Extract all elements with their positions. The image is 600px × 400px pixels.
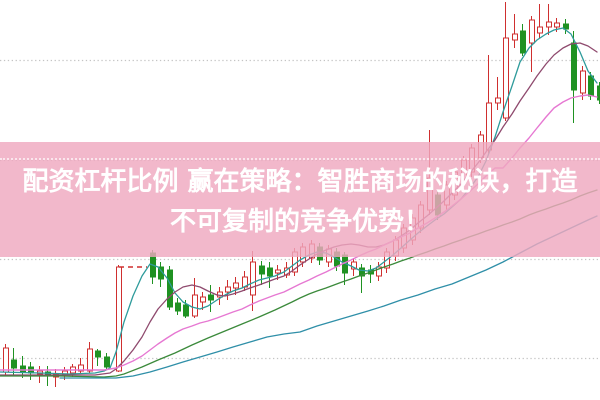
candle-up (546, 21, 552, 28)
headline-line-2: 不可复制的竞争优势！ (169, 207, 430, 237)
candle-up (233, 282, 239, 289)
candle-down (95, 350, 101, 358)
candle-up (503, 37, 509, 119)
candle-up (3, 347, 9, 373)
candle-up (78, 364, 84, 372)
candle-down (520, 30, 526, 54)
candle-up (116, 266, 122, 372)
candle-up (512, 33, 518, 41)
gridline-through-banner (0, 158, 600, 160)
candle-down (359, 267, 365, 277)
candle-up (554, 22, 560, 28)
candle-up (225, 286, 231, 293)
candle-up (192, 294, 198, 317)
candle-down (104, 356, 110, 368)
candle-down (175, 302, 181, 312)
candle-down (597, 85, 600, 101)
candle-down (267, 267, 273, 277)
candle-up (250, 261, 256, 296)
candle-up (376, 266, 382, 277)
candle-up (275, 269, 281, 274)
candle-up (580, 70, 586, 94)
headline-banner: 配资杠杆比例 赢在策略：智胜商场的秘诀，打造 不可复制的竞争优势！ (0, 142, 600, 257)
headline-text: 配资杠杆比例 赢在策略：智胜商场的秘诀，打造 不可复制的竞争优势！ (0, 162, 600, 242)
candle-down (167, 269, 173, 308)
candle-down (183, 304, 189, 317)
candle-up (87, 348, 93, 372)
candle-down (11, 359, 17, 369)
candle-up (529, 19, 535, 44)
candle-up (200, 296, 206, 303)
candle-down (259, 265, 265, 275)
headline-line-1: 配资杠杆比例 赢在策略：智胜商场的秘诀，打造 (22, 167, 578, 197)
candle-down (563, 23, 569, 30)
candle-up (351, 261, 357, 270)
candle-down (571, 42, 577, 91)
candle-up (217, 291, 223, 298)
candle-down (208, 294, 214, 301)
candle-up (537, 26, 543, 34)
candle-down (20, 365, 26, 373)
candle-up (495, 97, 501, 104)
candle-down (588, 75, 594, 97)
